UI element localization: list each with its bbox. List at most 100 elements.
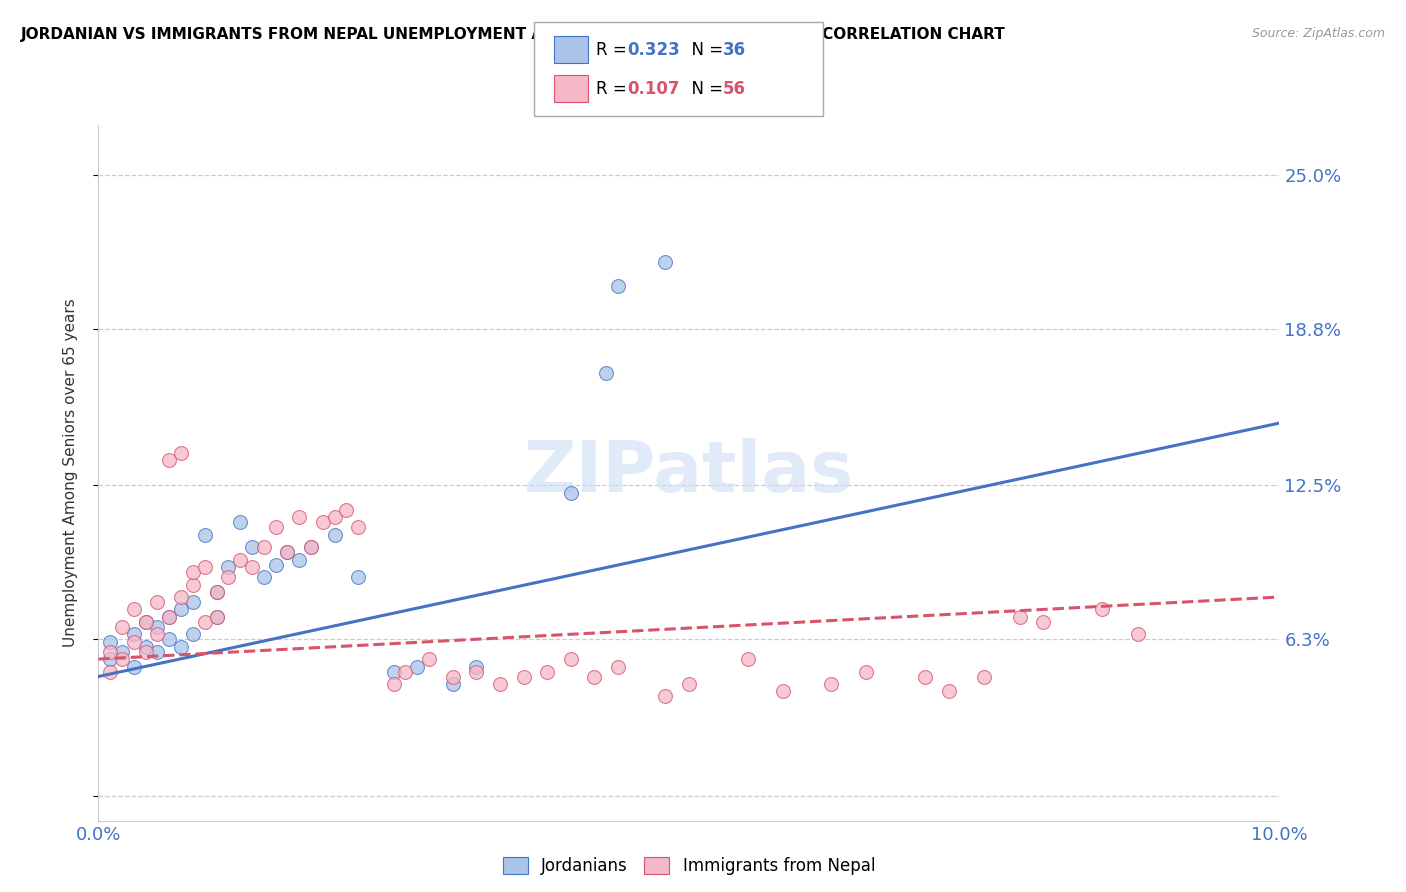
Point xyxy=(536,665,558,679)
Point xyxy=(288,552,311,567)
Point xyxy=(299,541,322,555)
Point xyxy=(157,610,180,624)
Point xyxy=(678,677,700,691)
Point xyxy=(181,595,204,609)
Text: 0.107: 0.107 xyxy=(627,80,679,98)
Text: R =: R = xyxy=(596,41,633,59)
Point xyxy=(98,634,121,648)
Point xyxy=(157,632,180,647)
Y-axis label: Unemployment Among Seniors over 65 years: Unemployment Among Seniors over 65 years xyxy=(63,299,77,647)
Text: JORDANIAN VS IMMIGRANTS FROM NEPAL UNEMPLOYMENT AMONG SENIORS OVER 65 YEARS CORR: JORDANIAN VS IMMIGRANTS FROM NEPAL UNEMP… xyxy=(21,27,1005,42)
Point xyxy=(938,684,960,698)
Point xyxy=(276,545,298,559)
Point xyxy=(276,545,298,559)
Point xyxy=(135,615,157,629)
Point xyxy=(253,570,276,584)
Point xyxy=(418,652,440,666)
Point xyxy=(111,645,134,659)
Point xyxy=(170,640,193,654)
Point xyxy=(406,659,429,673)
Point xyxy=(135,645,157,659)
Point xyxy=(264,520,287,534)
Point xyxy=(347,520,370,534)
Point xyxy=(181,627,204,641)
Point xyxy=(1032,615,1054,629)
Text: Source: ZipAtlas.com: Source: ZipAtlas.com xyxy=(1251,27,1385,40)
Point xyxy=(512,669,534,683)
Point xyxy=(607,279,630,293)
Point xyxy=(111,652,134,666)
Point xyxy=(98,665,121,679)
Point xyxy=(973,669,995,683)
Point xyxy=(1008,610,1031,624)
Point xyxy=(205,610,228,624)
Point xyxy=(441,677,464,691)
Point xyxy=(122,659,145,673)
Point xyxy=(181,565,204,579)
Point xyxy=(772,684,794,698)
Point xyxy=(595,367,617,381)
Point xyxy=(489,677,512,691)
Point xyxy=(181,577,204,591)
Point xyxy=(194,528,217,542)
Point xyxy=(98,652,121,666)
Point xyxy=(240,541,263,555)
Text: R =: R = xyxy=(596,80,633,98)
Point xyxy=(170,602,193,616)
Point xyxy=(240,560,263,574)
Point xyxy=(583,669,606,683)
Point xyxy=(335,503,357,517)
Text: 36: 36 xyxy=(723,41,745,59)
Point xyxy=(607,659,630,673)
Point xyxy=(217,560,239,574)
Point xyxy=(855,665,877,679)
Point xyxy=(122,627,145,641)
Point xyxy=(264,558,287,572)
Point xyxy=(205,610,228,624)
Point xyxy=(157,453,180,467)
Point xyxy=(135,640,157,654)
Point xyxy=(465,659,488,673)
Point xyxy=(205,585,228,599)
Point xyxy=(382,665,405,679)
Point xyxy=(323,510,346,524)
Point xyxy=(1091,602,1114,616)
Point xyxy=(382,677,405,691)
Point xyxy=(194,560,217,574)
Text: 0.323: 0.323 xyxy=(627,41,681,59)
Point xyxy=(146,645,169,659)
Point xyxy=(146,627,169,641)
Point xyxy=(299,541,322,555)
Text: ZIPatlas: ZIPatlas xyxy=(524,438,853,508)
Point xyxy=(394,665,416,679)
Text: 56: 56 xyxy=(723,80,745,98)
Point xyxy=(288,510,311,524)
Point xyxy=(820,677,842,691)
Point xyxy=(441,669,464,683)
Point xyxy=(253,541,276,555)
Text: N =: N = xyxy=(681,80,728,98)
Text: N =: N = xyxy=(681,41,728,59)
Point xyxy=(737,652,759,666)
Point xyxy=(98,645,121,659)
Point xyxy=(229,552,252,567)
Point xyxy=(914,669,936,683)
Point xyxy=(323,528,346,542)
Point xyxy=(654,254,676,268)
Point xyxy=(654,690,676,704)
Point xyxy=(194,615,217,629)
Point xyxy=(205,585,228,599)
Point xyxy=(170,446,193,460)
Point xyxy=(560,485,582,500)
Point xyxy=(122,634,145,648)
Point xyxy=(1126,627,1149,641)
Point xyxy=(146,620,169,634)
Legend: Jordanians, Immigrants from Nepal: Jordanians, Immigrants from Nepal xyxy=(496,850,882,882)
Point xyxy=(560,652,582,666)
Point xyxy=(111,620,134,634)
Point xyxy=(229,516,252,530)
Point xyxy=(170,590,193,604)
Point xyxy=(135,615,157,629)
Point xyxy=(157,610,180,624)
Point xyxy=(217,570,239,584)
